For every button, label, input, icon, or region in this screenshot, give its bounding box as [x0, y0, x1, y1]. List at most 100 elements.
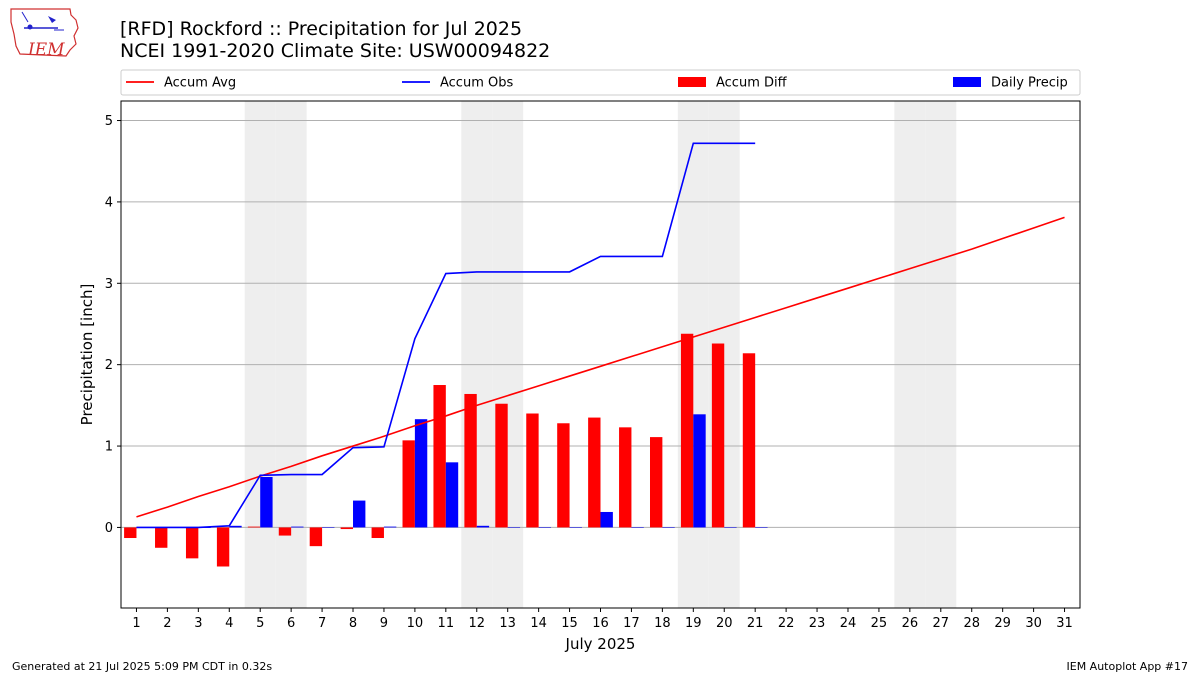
- accum-diff-bar-17: [619, 427, 632, 528]
- gridlines: [121, 120, 1080, 528]
- daily-precip-bar-9: [383, 526, 397, 528]
- x-tick-label-7: 7: [318, 616, 326, 631]
- daily-precip-bar-5: [260, 476, 273, 528]
- legend-label-accum-diff: Accum Diff: [716, 76, 788, 91]
- y-axis-label: Precipitation [inch]: [78, 284, 96, 426]
- daily-precip-bar-17: [631, 527, 644, 528]
- accum-diff-bar-15: [557, 423, 570, 528]
- x-tick-label-24: 24: [840, 616, 857, 631]
- y-tick-label-0: 0: [105, 521, 113, 536]
- x-tick-label-9: 9: [380, 616, 388, 631]
- x-tick-label-16: 16: [592, 616, 609, 631]
- daily-precip-bar-20: [724, 527, 737, 528]
- daily-precip-bar-16: [600, 511, 613, 528]
- accum-diff-bar-14: [526, 413, 539, 528]
- accum-diff-bar-10: [402, 440, 415, 528]
- chart-title: [RFD] Rockford :: Precipitation for Jul …: [120, 18, 523, 40]
- x-tick-label-28: 28: [963, 616, 980, 631]
- x-tick-label-3: 3: [194, 616, 202, 631]
- x-tick-label-30: 30: [1025, 616, 1042, 631]
- accum-diff-bar-20: [711, 343, 725, 528]
- x-tick-label-23: 23: [809, 616, 826, 631]
- accum-diff-bar-9: [371, 527, 384, 539]
- daily-precip-bar-15: [569, 527, 582, 528]
- accum-diff-bar-21: [742, 353, 756, 528]
- x-tick-label-18: 18: [654, 616, 671, 631]
- accum-diff-bar-11: [433, 385, 446, 528]
- x-tick-label-10: 10: [407, 616, 424, 631]
- x-tick-label-2: 2: [163, 616, 171, 631]
- x-tick-label-14: 14: [530, 616, 547, 631]
- daily-precip-bar-4: [229, 525, 242, 528]
- y-tick-label-5: 5: [105, 114, 113, 129]
- daily-precip-bar-21: [755, 527, 768, 528]
- daily-precip-bar-11: [445, 462, 459, 528]
- accum-obs-line: [136, 142, 756, 529]
- x-tick-label-25: 25: [871, 616, 888, 631]
- accum-diff-bar-1: [124, 527, 137, 539]
- footer-generated: Generated at 21 Jul 2025 5:09 PM CDT in …: [12, 660, 273, 673]
- accum-diff-bar-2: [155, 527, 168, 548]
- x-tick-label-22: 22: [778, 616, 795, 631]
- x-tick-label-6: 6: [287, 616, 295, 631]
- x-tick-label-11: 11: [438, 616, 455, 631]
- accum-diff-bar-5: [247, 526, 261, 528]
- x-tick-label-31: 31: [1056, 616, 1073, 631]
- accum-diff-bar-8: [340, 527, 354, 530]
- x-axis-label: July 2025: [565, 635, 636, 653]
- y-tick-label-2: 2: [105, 358, 113, 373]
- iem-logo: IEM: [8, 6, 80, 60]
- weekend-band-12: [461, 101, 493, 608]
- x-tick-label-13: 13: [499, 616, 516, 631]
- weekend-band-6: [275, 101, 307, 608]
- x-tick-label-12: 12: [468, 616, 485, 631]
- accum-diff-bar-18: [649, 437, 663, 528]
- accum-diff-bar-7: [309, 527, 323, 547]
- logo-text: IEM: [28, 40, 65, 60]
- accum-diff-bar-16: [588, 417, 601, 528]
- accum-diff-bar-6: [278, 527, 292, 536]
- x-tick-label-5: 5: [256, 616, 264, 631]
- x-tick-label-26: 26: [902, 616, 919, 631]
- x-tick-label-20: 20: [716, 616, 733, 631]
- legend-label-accum-avg: Accum Avg: [164, 76, 236, 91]
- accum-diff-bar-12: [464, 393, 477, 528]
- weekend-band-13: [492, 101, 524, 608]
- chart-subtitle: NCEI 1991-2020 Climate Site: USW00094822: [120, 40, 551, 62]
- legend-label-daily-precip: Daily Precip: [991, 76, 1068, 91]
- daily-precip-bar-8: [353, 500, 366, 528]
- x-ticks: 1 2 3 4 5 6 7 8 9 10 11 12 13 14 15 16 17 18 19 20 21 22 23 24 2…: [132, 608, 1073, 631]
- daily-precip-bar-12: [476, 525, 490, 528]
- iowa-map-icon: [10, 8, 79, 57]
- y-tick-label-1: 1: [105, 440, 113, 455]
- accum-diff-bar-3: [185, 527, 199, 559]
- accum-diff-bar-19: [680, 333, 694, 528]
- daily-precip-bar-18: [662, 527, 675, 528]
- x-tick-label-8: 8: [349, 616, 357, 631]
- daily-precip-bar-7: [322, 527, 335, 528]
- daily-precip-bar-14: [538, 527, 552, 528]
- x-tick-label-21: 21: [747, 616, 764, 631]
- legend-swatch-daily-precip: [953, 77, 981, 87]
- x-tick-label-27: 27: [933, 616, 950, 631]
- weekend-band-26: [894, 101, 926, 608]
- x-tick-label-15: 15: [561, 616, 578, 631]
- lines: [136, 142, 1065, 529]
- x-tick-label-17: 17: [623, 616, 640, 631]
- x-tick-label-29: 29: [994, 616, 1011, 631]
- weekend-band-27: [925, 101, 957, 608]
- legend-box: [120, 69, 1081, 96]
- accum-diff-bar-13: [495, 403, 508, 528]
- accum-diff-bar-4: [216, 527, 230, 567]
- daily-precip-bar-6: [291, 526, 304, 528]
- legend-swatch-accum-diff: [678, 77, 706, 87]
- bars: [124, 333, 768, 567]
- y-tick-label-4: 4: [105, 195, 113, 210]
- legend: Accum Avg Accum Obs Accum Diff Daily Precip: [120, 69, 1081, 96]
- y-tick-label-3: 3: [105, 277, 113, 292]
- x-tick-label-4: 4: [225, 616, 233, 631]
- legend-label-accum-obs: Accum Obs: [440, 76, 513, 91]
- weekend-shading: [244, 101, 957, 608]
- daily-precip-bar-19: [693, 414, 706, 528]
